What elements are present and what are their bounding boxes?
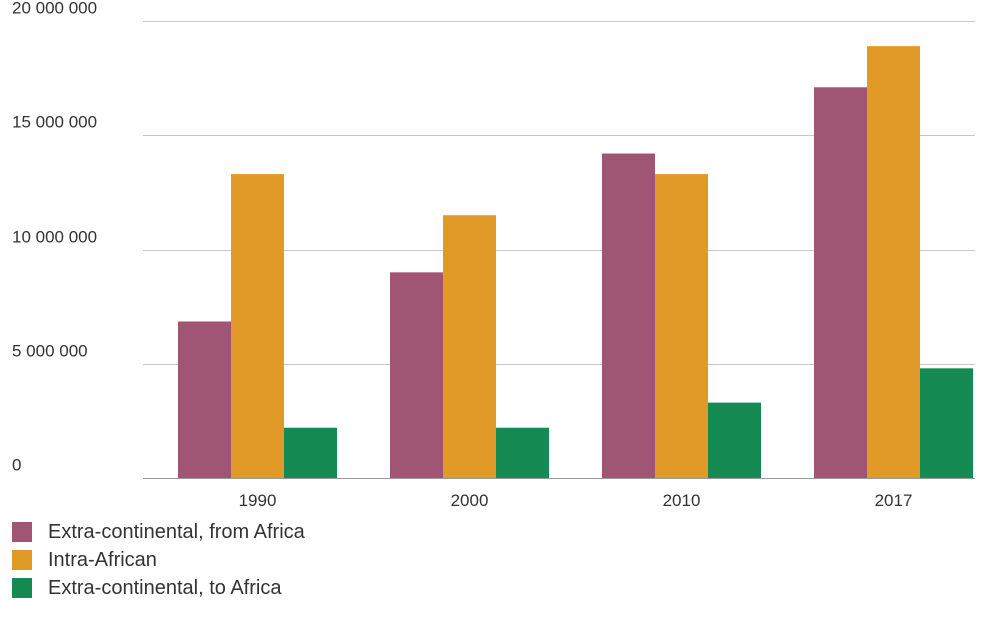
bar-2000-series-2 bbox=[496, 427, 549, 478]
bar-2000-series-0 bbox=[390, 272, 443, 478]
bar-1990-series-1 bbox=[231, 174, 284, 478]
bar-2017-series-2 bbox=[920, 368, 973, 478]
x-tick-label: 2010 bbox=[663, 491, 701, 510]
legend-item-intra-african: Intra-African bbox=[12, 546, 305, 574]
bar-2000-series-1 bbox=[443, 215, 496, 478]
x-axis-tick-labels: 1990 2000 2010 2017 bbox=[239, 491, 913, 510]
bar-chart: 0 5 000 000 10 000 000 15 000 000 20 000 000… bbox=[12, 0, 975, 510]
y-tick-label: 15 000 000 bbox=[12, 113, 97, 132]
bars bbox=[178, 46, 973, 478]
y-tick-label: 0 bbox=[12, 456, 21, 475]
legend-swatch bbox=[12, 578, 32, 598]
bar-1990-series-2 bbox=[284, 427, 337, 478]
bar-1990-series-0 bbox=[178, 321, 231, 478]
y-tick-label: 20 000 000 bbox=[12, 0, 97, 18]
y-tick-label: 5 000 000 bbox=[12, 342, 88, 361]
x-tick-label: 2000 bbox=[451, 491, 489, 510]
x-tick-label: 2017 bbox=[875, 491, 913, 510]
bar-2010-series-0 bbox=[602, 153, 655, 478]
y-tick-label: 10 000 000 bbox=[12, 228, 97, 247]
legend-label: Intra-African bbox=[48, 548, 157, 571]
bar-2017-series-0 bbox=[814, 87, 867, 478]
legend-label: Extra-continental, from Africa bbox=[48, 520, 305, 543]
legend-item-extra-continental-to-africa: Extra-continental, to Africa bbox=[12, 574, 305, 602]
bar-2010-series-1 bbox=[655, 174, 708, 478]
bar-2017-series-1 bbox=[867, 46, 920, 478]
legend: Extra-continental, from Africa Intra-Afr… bbox=[12, 518, 305, 602]
legend-item-extra-continental-from-africa: Extra-continental, from Africa bbox=[12, 518, 305, 546]
x-tick-label: 1990 bbox=[239, 491, 277, 510]
y-axis-tick-labels: 0 5 000 000 10 000 000 15 000 000 20 000 000 bbox=[12, 0, 97, 475]
legend-label: Extra-continental, to Africa bbox=[48, 576, 282, 599]
legend-swatch bbox=[12, 522, 32, 542]
bar-2010-series-2 bbox=[708, 402, 761, 478]
legend-swatch bbox=[12, 550, 32, 570]
